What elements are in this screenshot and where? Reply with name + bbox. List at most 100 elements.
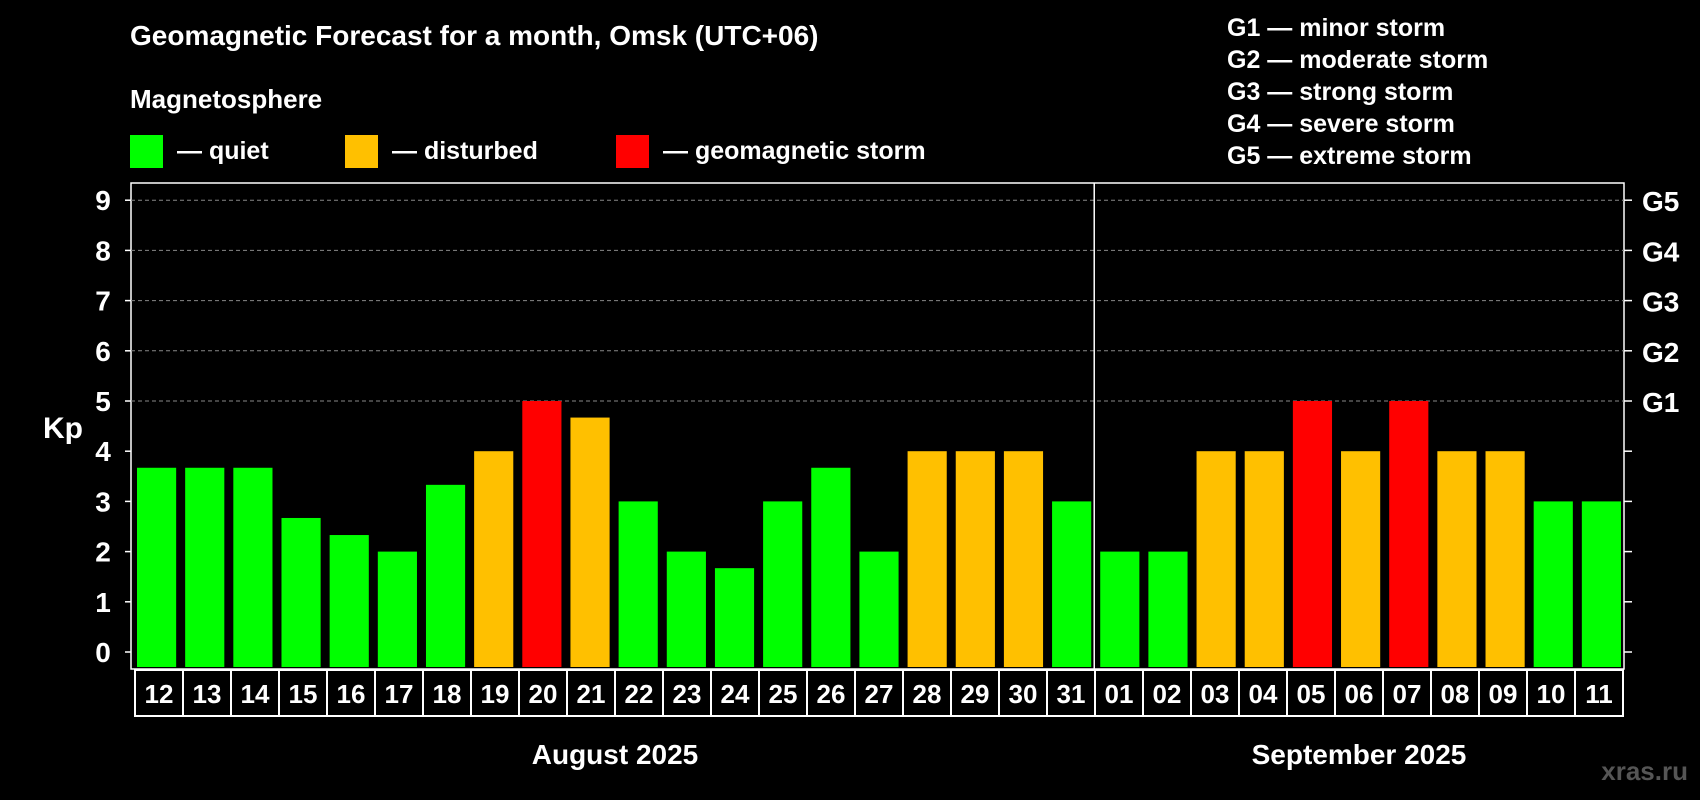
date-label: 10	[1537, 679, 1566, 709]
right-axis-label: G4	[1642, 236, 1680, 267]
bar	[1100, 551, 1140, 667]
watermark: xras.ru	[1601, 756, 1688, 786]
date-label: 19	[481, 679, 510, 709]
bar	[1244, 451, 1284, 667]
chart-title: Geomagnetic Forecast for a month, Omsk (…	[130, 20, 819, 51]
date-label: 06	[1345, 679, 1374, 709]
date-label: 21	[577, 679, 606, 709]
date-label: 30	[1009, 679, 1038, 709]
y-tick-label: 8	[95, 235, 111, 266]
storm-scale-g4: G4 — severe storm	[1227, 110, 1455, 138]
y-tick-label: 1	[95, 587, 111, 618]
date-label: 14	[241, 679, 270, 709]
bar	[137, 467, 177, 667]
right-axis-label: G2	[1642, 337, 1679, 368]
bar	[1533, 501, 1573, 667]
date-label: 01	[1105, 679, 1134, 709]
bar	[714, 568, 755, 667]
bar	[1003, 451, 1044, 667]
bar	[185, 467, 225, 667]
right-axis-label: G5	[1642, 186, 1679, 217]
bar	[1581, 501, 1621, 667]
date-label: 22	[625, 679, 654, 709]
y-tick-label: 6	[95, 336, 111, 367]
bar	[281, 517, 321, 667]
right-axis-label: G1	[1642, 387, 1679, 418]
legend-label-quiet: — quiet	[177, 136, 269, 165]
date-axis-box	[134, 669, 1624, 717]
y-tick-label: 0	[95, 637, 111, 668]
date-label: 05	[1297, 679, 1326, 709]
storm-scale-g5: G5 — extreme storm	[1227, 142, 1472, 170]
bar	[1292, 401, 1333, 667]
bar	[233, 467, 273, 667]
month-label: August 2025	[532, 739, 699, 770]
bar	[763, 501, 803, 667]
legend-swatch-quiet	[130, 134, 163, 168]
date-label: 29	[961, 679, 990, 709]
bar	[618, 501, 658, 667]
y-tick-label: 3	[95, 486, 111, 517]
date-label: 17	[385, 679, 414, 709]
date-label: 20	[529, 679, 558, 709]
legend-item-storm: — geomagnetic storm	[616, 134, 926, 168]
bar	[1196, 451, 1236, 667]
date-label: 02	[1153, 679, 1182, 709]
date-label: 27	[865, 679, 894, 709]
date-label: 03	[1201, 679, 1230, 709]
date-label: 13	[193, 679, 222, 709]
date-label: 31	[1057, 679, 1086, 709]
bar	[1485, 451, 1525, 667]
date-label: 04	[1249, 679, 1278, 709]
y-tick-label: 9	[95, 185, 111, 216]
bar	[859, 551, 899, 667]
y-tick-label: 5	[95, 386, 111, 417]
date-label: 18	[433, 679, 462, 709]
bar	[425, 484, 466, 667]
bar	[1437, 451, 1477, 667]
bar	[522, 401, 562, 667]
bar	[1148, 551, 1188, 667]
legend-swatch-disturbed	[345, 134, 378, 168]
bar	[1052, 501, 1092, 667]
storm-scale-g3: G3 — strong storm	[1227, 78, 1454, 106]
date-label: 16	[337, 679, 366, 709]
legend-label-disturbed: — disturbed	[392, 136, 538, 165]
bar	[811, 467, 851, 667]
date-label: 23	[673, 679, 702, 709]
legend-item-quiet: — quiet	[130, 134, 269, 168]
bar	[666, 551, 706, 667]
date-label: 12	[145, 679, 174, 709]
bar	[329, 535, 369, 667]
date-label: 11	[1585, 679, 1613, 709]
storm-scale-g2: G2 — moderate storm	[1227, 46, 1489, 74]
y-tick-label: 4	[95, 436, 111, 467]
legend-swatch-storm	[616, 134, 649, 168]
date-label: 09	[1489, 679, 1518, 709]
date-label: 07	[1393, 679, 1422, 709]
y-axis-label: Kp	[43, 412, 83, 445]
date-label: 25	[769, 679, 798, 709]
bar	[1341, 451, 1381, 667]
storm-scale-g1: G1 — minor storm	[1227, 14, 1446, 42]
legend-item-disturbed: — disturbed	[345, 134, 538, 168]
date-label: 28	[913, 679, 942, 709]
bar	[1389, 401, 1429, 667]
right-axis-label: G3	[1642, 287, 1679, 318]
y-tick-label: 7	[95, 286, 111, 317]
date-label: 26	[817, 679, 846, 709]
bar	[377, 551, 417, 667]
month-label: September 2025	[1252, 739, 1467, 770]
bar	[955, 451, 995, 667]
y-tick-label: 2	[95, 537, 111, 568]
bar	[474, 451, 514, 667]
storm-scale-list: G1 — minor storm G2 — moderate storm G3 …	[1227, 12, 1488, 172]
legend-label-storm: — geomagnetic storm	[663, 136, 926, 165]
date-label: 08	[1441, 679, 1470, 709]
legend-title: Magnetosphere	[130, 84, 323, 114]
date-label: 24	[721, 679, 750, 709]
bar	[907, 451, 947, 667]
bar	[570, 417, 610, 667]
date-label: 15	[289, 679, 318, 709]
